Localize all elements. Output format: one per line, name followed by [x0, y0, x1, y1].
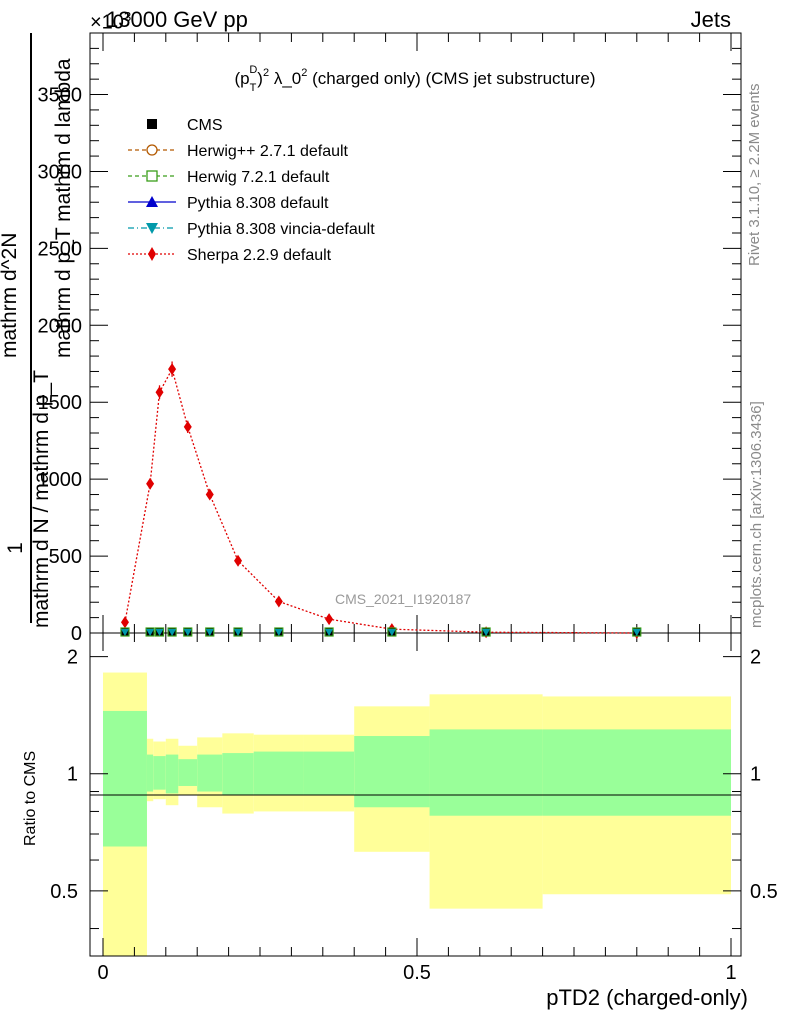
legend-marker-triangle-up	[146, 196, 158, 207]
vincia-point	[205, 629, 214, 636]
jets-label: Jets	[690, 7, 731, 32]
main-y-tick-labels: 0 500 1000 1500 2000 2500 3000 3500	[38, 85, 83, 645]
ratio-y-tick-label-right: 0.5	[750, 881, 778, 903]
vincia-point	[146, 629, 155, 636]
vincia-point	[274, 629, 283, 636]
legend-entry-label: Pythia 8.308 vincia-default	[187, 221, 375, 238]
sherpa-point	[168, 363, 177, 376]
ratio-y-axis-title: Ratio to CMS	[22, 750, 39, 846]
vincia-point	[325, 629, 334, 636]
legend-marker-open-square	[146, 170, 158, 182]
mcplots-label: mcplots.cern.ch [arXiv:1306.3436]	[748, 401, 765, 628]
ratio-inner-band	[222, 753, 254, 796]
ratio-inner-band	[146, 754, 154, 792]
sherpa-point	[274, 595, 283, 608]
main-y-tick-label: 1000	[38, 469, 83, 491]
main-y-tick-label: 2000	[38, 315, 83, 337]
y-denominator: mathrm d p_T mathrm d lambda	[52, 58, 75, 358]
analysis-watermark: CMS_2021_I1920187	[335, 591, 471, 607]
legend-entry-label: Sherpa 2.2.9 default	[187, 247, 332, 264]
sherpa-point	[325, 613, 334, 626]
x-tick-labels: 0 0.5 1	[97, 962, 736, 984]
main-y-tick-label: 1500	[38, 392, 83, 414]
energy-label: 13000 GeV pp	[106, 7, 248, 32]
legend-marker-triangle-down	[146, 223, 158, 234]
sherpa-point	[155, 386, 164, 399]
ratio-y-tick-label-right: 2	[750, 647, 761, 669]
ratio-inner-band	[542, 729, 731, 816]
sherpa-point	[183, 420, 192, 433]
y-numerator: mathrm d^2N	[0, 232, 21, 358]
x-tick-label: 1	[725, 962, 736, 984]
ratio-inner-band	[165, 754, 179, 794]
legend-marker-diamond	[148, 247, 156, 261]
sherpa-line	[124, 367, 637, 634]
main-y-tick-label: 3500	[38, 85, 83, 107]
main-y-axis-title: 1 mathrm d N / mathrm d p_T mathrm d^2N …	[0, 28, 90, 628]
ratio-inner-band	[178, 759, 198, 786]
ratio-uncertainty-bands	[103, 672, 731, 956]
vincia-point	[168, 629, 177, 636]
vincia-point	[120, 629, 129, 636]
sherpa-point	[205, 488, 214, 501]
ratio-y-tick-label-left: 0.5	[50, 881, 78, 903]
main-y-tick-label: 3000	[38, 161, 83, 183]
ratio-inner-band	[253, 751, 304, 796]
ratio-inner-band	[303, 751, 355, 796]
legend-entry-label: CMS	[187, 117, 223, 134]
legend-entry-label: Pythia 8.308 default	[187, 195, 329, 212]
ratio-y-tick-label-left: 2	[67, 647, 78, 669]
x-tick-label: 0	[97, 962, 108, 984]
ratio-inner-band	[103, 710, 147, 847]
ratio-inner-band	[354, 736, 430, 808]
x-axis-title: pTD2 (charged-only)	[546, 985, 748, 1010]
exponent-label: ×103	[90, 9, 132, 34]
vincia-point	[183, 629, 192, 636]
vincia-point	[234, 629, 243, 636]
vincia-point	[482, 629, 491, 636]
rivet-version-label: Rivet 3.1.10, ≥ 2.2M events	[746, 83, 763, 267]
legend-marker-square	[147, 119, 157, 129]
main-y-tick-label: 2500	[38, 238, 83, 260]
ratio-y-tick-label-right: 1	[750, 764, 761, 786]
ratio-inner-band	[197, 754, 223, 792]
ratio-inner-band	[429, 729, 543, 816]
data-marks	[120, 361, 642, 639]
vincia-point	[387, 629, 396, 636]
sherpa-point	[234, 554, 243, 567]
y-prefix-denominator: mathrm d N / mathrm d p_T	[30, 370, 53, 628]
main-y-tick-label: 0	[71, 623, 82, 645]
sherpa-point	[120, 616, 129, 629]
ratio-y-tick-label-left: 1	[67, 764, 78, 786]
sherpa-point	[146, 477, 155, 490]
ratio-axis-ticks	[90, 656, 741, 930]
ratio-y-tick-labels: 0.5 0.5 1 1 2 2	[50, 647, 778, 903]
legend-entry-label: Herwig++ 2.7.1 default	[187, 143, 349, 160]
y-prefix-numerator: 1	[4, 542, 27, 554]
main-y-tick-label: 500	[49, 546, 82, 568]
main-title: (pTD)2 λ_02 (charged only) (CMS jet subs…	[234, 64, 595, 94]
legend: CMS Herwig++ 2.7.1 default Herwig 7.2.1 de…	[128, 117, 375, 264]
legend-entry-label: Herwig 7.2.1 default	[187, 169, 330, 186]
legend-marker-circle	[146, 144, 158, 156]
main-axis-ticks	[90, 47, 741, 634]
x-tick-label: 0.5	[403, 962, 431, 984]
ratio-inner-band	[153, 756, 166, 790]
vincia-point	[155, 629, 164, 636]
vincia-point	[632, 629, 641, 636]
